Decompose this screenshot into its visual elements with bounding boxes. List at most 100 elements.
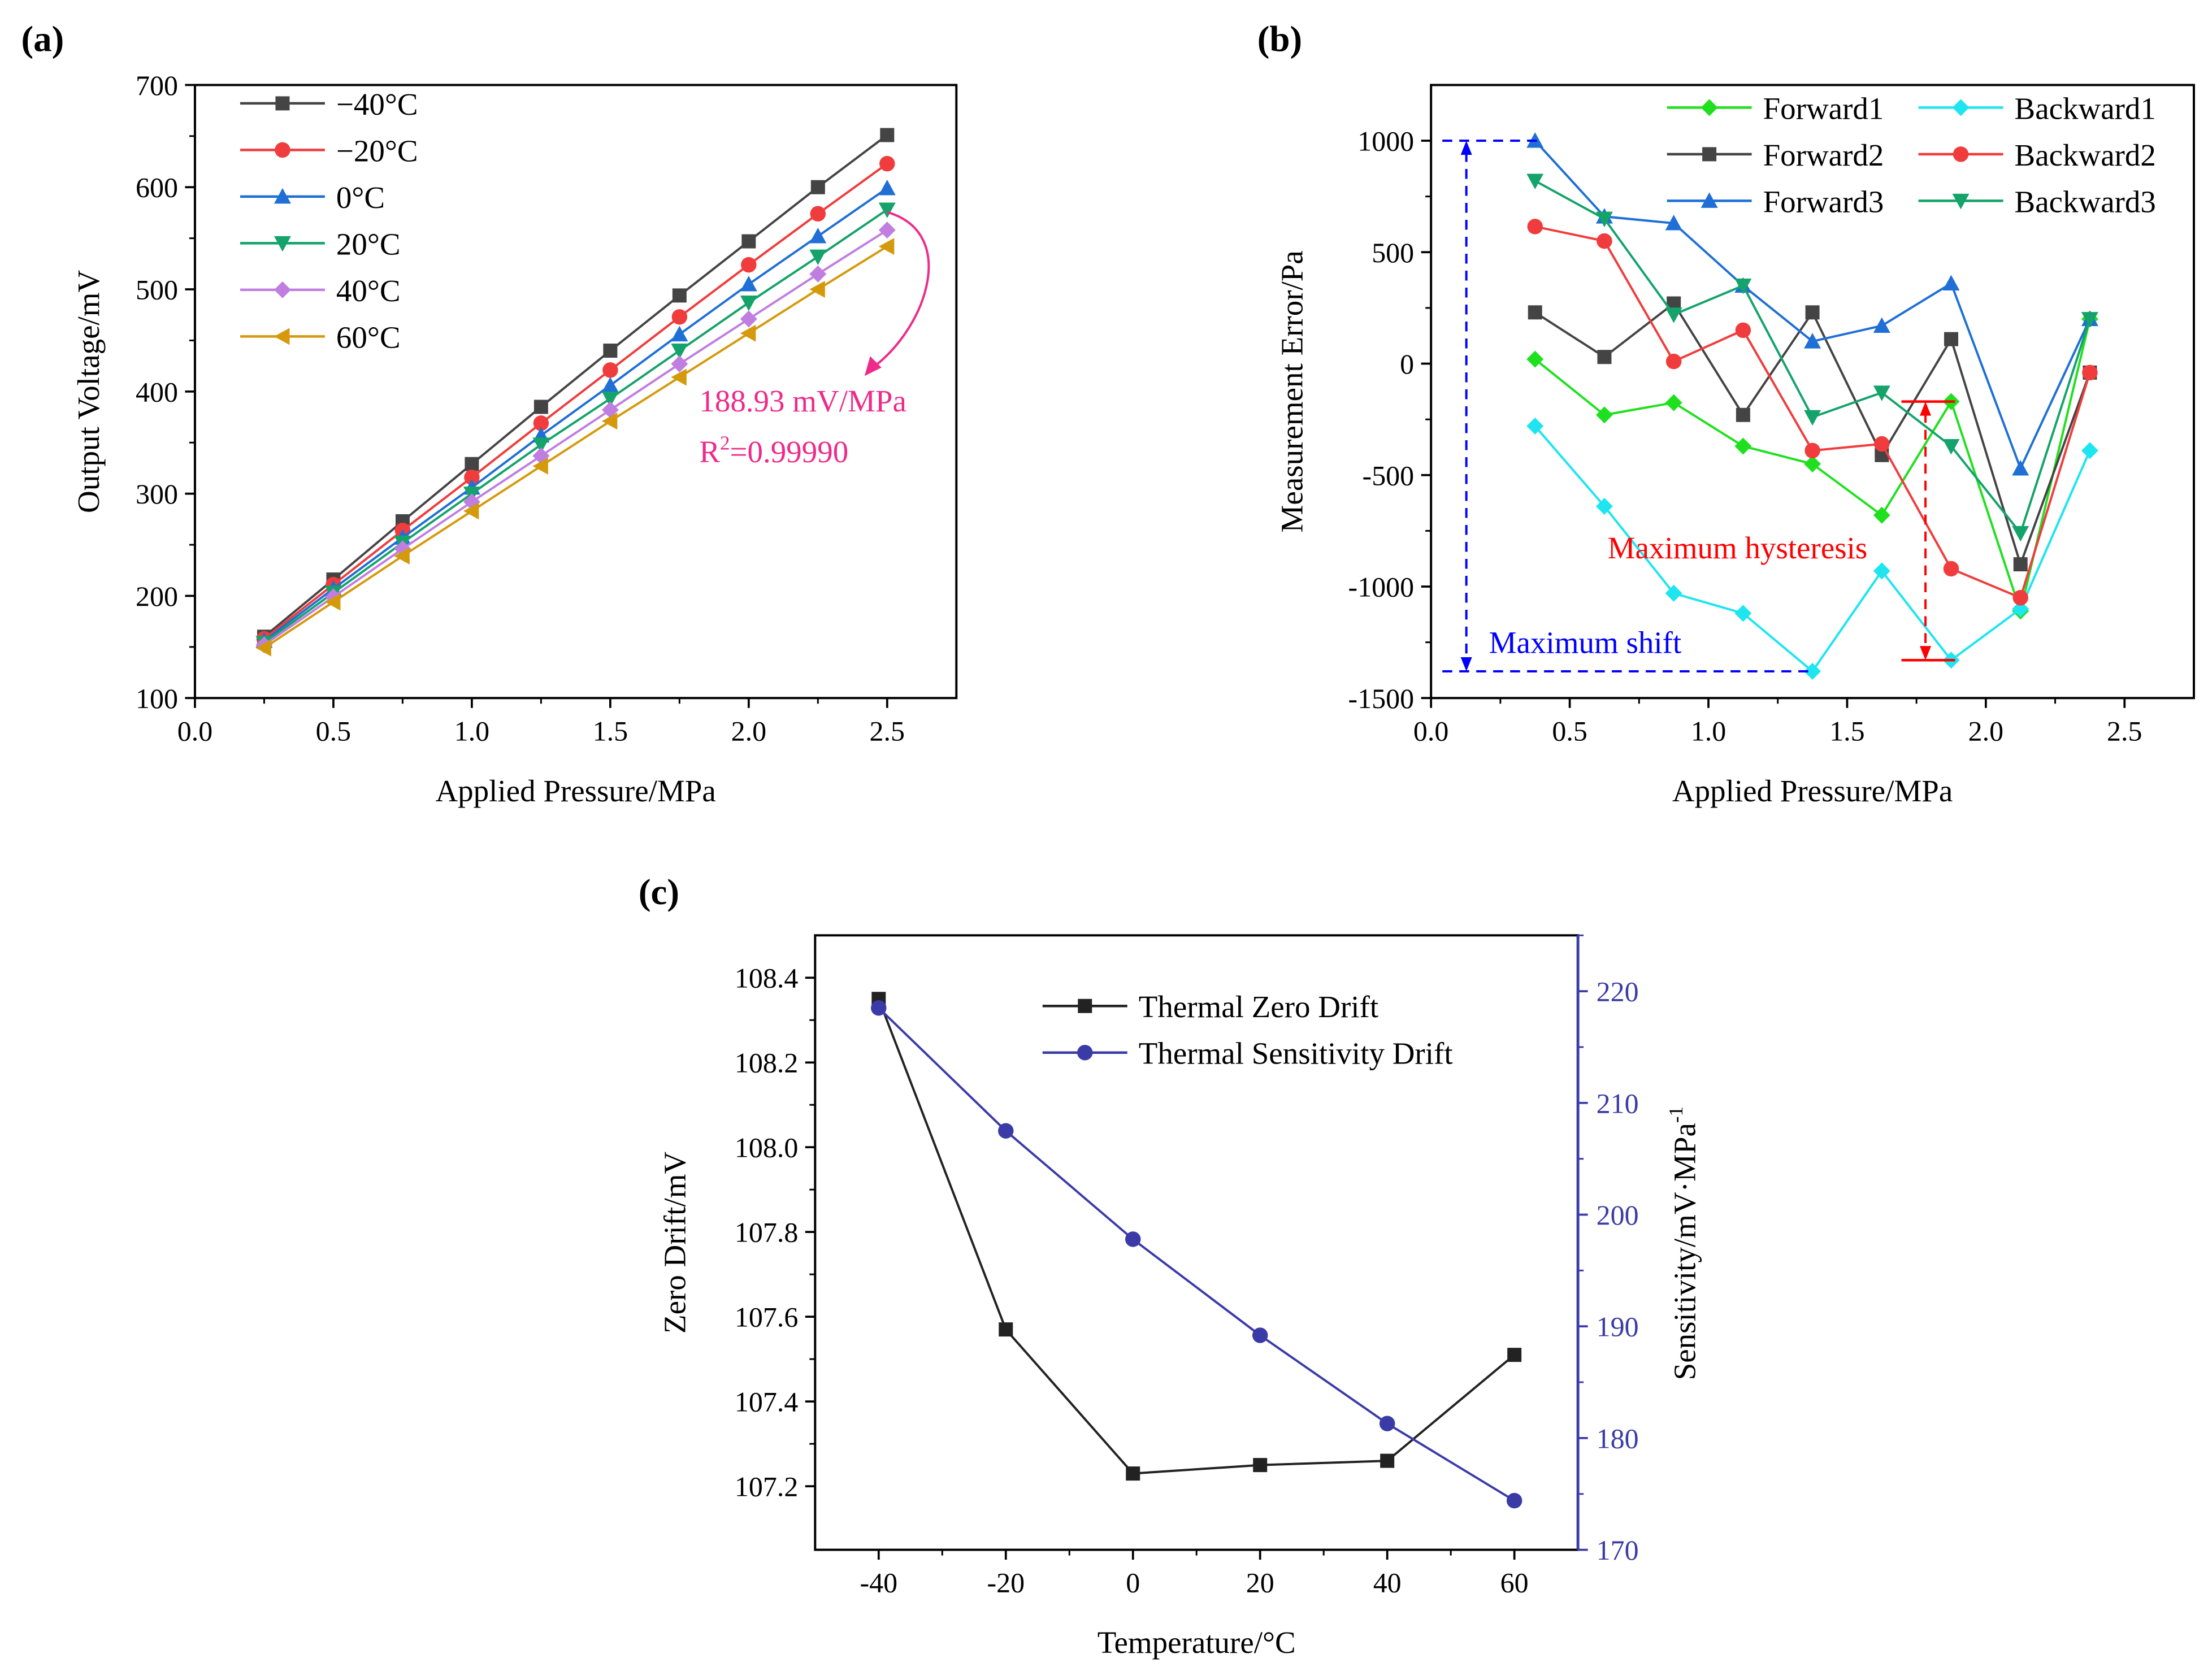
marker-triangle-down: [1804, 410, 1821, 426]
legend-label: Thermal Zero Drift: [1139, 989, 1378, 1024]
marker-square: [810, 180, 825, 194]
y-tick-label: 107.8: [735, 1217, 798, 1248]
marker-diamond: [1701, 99, 1718, 116]
marker-triangle-down: [878, 202, 896, 219]
x-axis-label: Applied Pressure/MPa: [435, 774, 715, 808]
marker-triangle-down: [274, 236, 291, 252]
marker-diamond: [1526, 350, 1544, 368]
x-tick-label: -40: [860, 1567, 897, 1599]
marker-circle: [464, 469, 480, 485]
marker-circle: [879, 155, 895, 172]
marker-triangle-left: [878, 238, 895, 255]
right-y-tick-label: 180: [1597, 1422, 1639, 1454]
marker-diamond: [1804, 455, 1821, 473]
marker-triangle-down: [601, 392, 619, 407]
x-tick-label: 0.0: [1413, 715, 1448, 746]
marker-diamond: [740, 310, 757, 328]
series-line: [263, 187, 888, 642]
marker-circle: [998, 1123, 1014, 1139]
y-tick-label: 600: [136, 172, 178, 203]
legend-label: 20°C: [336, 227, 401, 261]
series-line: [263, 134, 888, 638]
marker-triangle-down: [1734, 278, 1752, 294]
y-tick-label: 1000: [1357, 125, 1414, 157]
marker-circle: [810, 206, 826, 222]
marker-triangle-down: [1952, 193, 1970, 210]
right-y-tick-label: 210: [1597, 1087, 1639, 1119]
legend-label: −40°C: [336, 87, 418, 121]
x-tick-label: 2.5: [870, 715, 905, 746]
marker-triangle-left: [274, 328, 290, 345]
marker-diamond: [878, 222, 896, 239]
x-tick-label: 40: [1373, 1567, 1402, 1599]
marker-diamond: [1873, 562, 1890, 580]
marker-triangle-down: [671, 344, 688, 359]
marker-triangle-left: [671, 368, 687, 386]
marker-triangle-down: [809, 249, 827, 266]
panel-label: (c): [639, 872, 679, 913]
marker-diamond: [601, 401, 619, 419]
y-tick-label: 500: [1372, 237, 1414, 268]
y-tick-label: 0: [1400, 348, 1414, 380]
y-tick-label: -1500: [1348, 683, 1415, 714]
marker-square: [603, 344, 618, 358]
y-tick-label: 200: [136, 580, 178, 612]
x-axis-label: Temperature/°C: [1098, 1625, 1296, 1660]
marker-triangle-down: [1665, 307, 1682, 323]
maximum-shift-label: Maximum shift: [1489, 625, 1682, 659]
legend-label: Forward1: [1763, 91, 1884, 125]
marker-triangle-up: [671, 325, 688, 342]
legend-label: Backward3: [2015, 184, 2156, 219]
legend-label: 40°C: [336, 274, 401, 308]
marker-circle: [533, 415, 549, 431]
series-Forward1: [1526, 310, 2098, 620]
x-tick-label: 0.5: [1552, 715, 1587, 746]
marker-square: [1597, 350, 1612, 364]
marker-triangle-left: [809, 281, 825, 298]
marker-circle: [741, 257, 757, 273]
marker-diamond: [2081, 442, 2098, 459]
series-line: [878, 1007, 1515, 1502]
marker-square: [533, 400, 548, 414]
marker-circle: [2082, 364, 2098, 381]
marker-triangle-left: [463, 502, 479, 520]
marker-triangle-down: [1526, 173, 1544, 190]
x-tick-label: 0.0: [177, 715, 212, 746]
marker-diamond: [809, 265, 827, 283]
marker-square: [465, 457, 479, 471]
legend-label: Backward1: [2015, 91, 2156, 125]
r-squared-annotation: R2=0.99990: [699, 432, 848, 468]
y-tick-label: -1000: [1348, 571, 1415, 603]
marker-triangle-down: [2081, 312, 2098, 328]
y-axis-label: Measurement Error/Pa: [1275, 250, 1309, 532]
arrow-head: [864, 356, 882, 376]
series-Backward2: [1527, 219, 2098, 606]
marker-square: [1253, 1458, 1268, 1473]
marker-square: [2013, 557, 2028, 572]
marker-circle: [1804, 442, 1820, 459]
marker-triangle-left: [532, 457, 548, 475]
marker-triangle-down: [1942, 439, 1960, 455]
marker-circle: [1379, 1416, 1395, 1431]
marker-circle: [275, 142, 290, 158]
arrow-head: [1460, 657, 1472, 671]
marker-triangle-up: [809, 228, 827, 244]
marker-square: [1944, 332, 1959, 346]
marker-triangle-left: [740, 324, 756, 342]
y-tick-label: 400: [136, 376, 178, 407]
marker-triangle-up: [1665, 215, 1682, 231]
marker-diamond: [274, 281, 291, 298]
y-tick-label: 500: [136, 274, 178, 306]
legend-label: Thermal Sensitivity Drift: [1139, 1036, 1453, 1071]
legend-label: 0°C: [336, 180, 385, 215]
x-tick-label: 20: [1246, 1567, 1274, 1599]
marker-square: [999, 1322, 1013, 1337]
marker-circle: [1077, 1044, 1093, 1061]
marker-triangle-up: [1701, 192, 1718, 208]
y-tick-label: 108.0: [735, 1132, 798, 1164]
marker-diamond: [1873, 506, 1890, 524]
panel-2: (c) -40 -20 0 20 40 60 107.2 107.4 107.6 107.8 108.…: [639, 872, 1702, 1660]
series-Forward2: [1528, 296, 2097, 572]
legend-label: Forward2: [1763, 138, 1884, 172]
